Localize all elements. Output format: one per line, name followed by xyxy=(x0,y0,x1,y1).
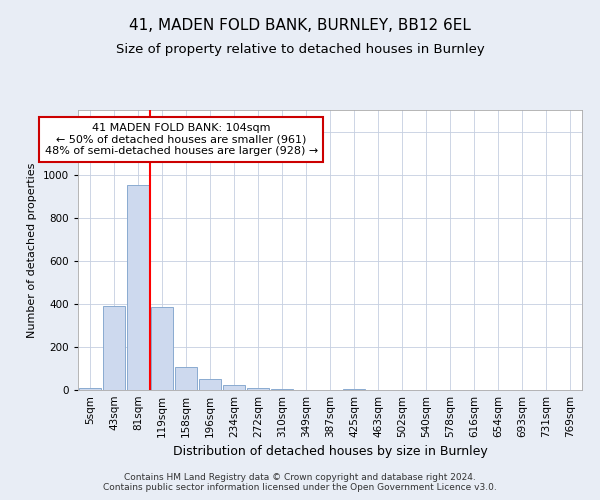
Bar xyxy=(175,368,197,390)
Text: Contains HM Land Registry data © Crown copyright and database right 2024.
Contai: Contains HM Land Registry data © Crown c… xyxy=(103,473,497,492)
Text: Size of property relative to detached houses in Burnley: Size of property relative to detached ho… xyxy=(116,42,484,56)
X-axis label: Distribution of detached houses by size in Burnley: Distribution of detached houses by size … xyxy=(173,446,487,458)
Bar xyxy=(151,307,173,390)
Y-axis label: Number of detached properties: Number of detached properties xyxy=(27,162,37,338)
Bar xyxy=(103,306,125,390)
Bar xyxy=(271,389,293,390)
Text: 41, MADEN FOLD BANK, BURNLEY, BB12 6EL: 41, MADEN FOLD BANK, BURNLEY, BB12 6EL xyxy=(129,18,471,32)
Bar xyxy=(343,389,365,390)
Bar xyxy=(79,388,101,390)
Text: 41 MADEN FOLD BANK: 104sqm
← 50% of detached houses are smaller (961)
48% of sem: 41 MADEN FOLD BANK: 104sqm ← 50% of deta… xyxy=(44,123,318,156)
Bar xyxy=(127,186,149,390)
Bar xyxy=(223,386,245,390)
Bar xyxy=(199,379,221,390)
Bar xyxy=(247,388,269,390)
